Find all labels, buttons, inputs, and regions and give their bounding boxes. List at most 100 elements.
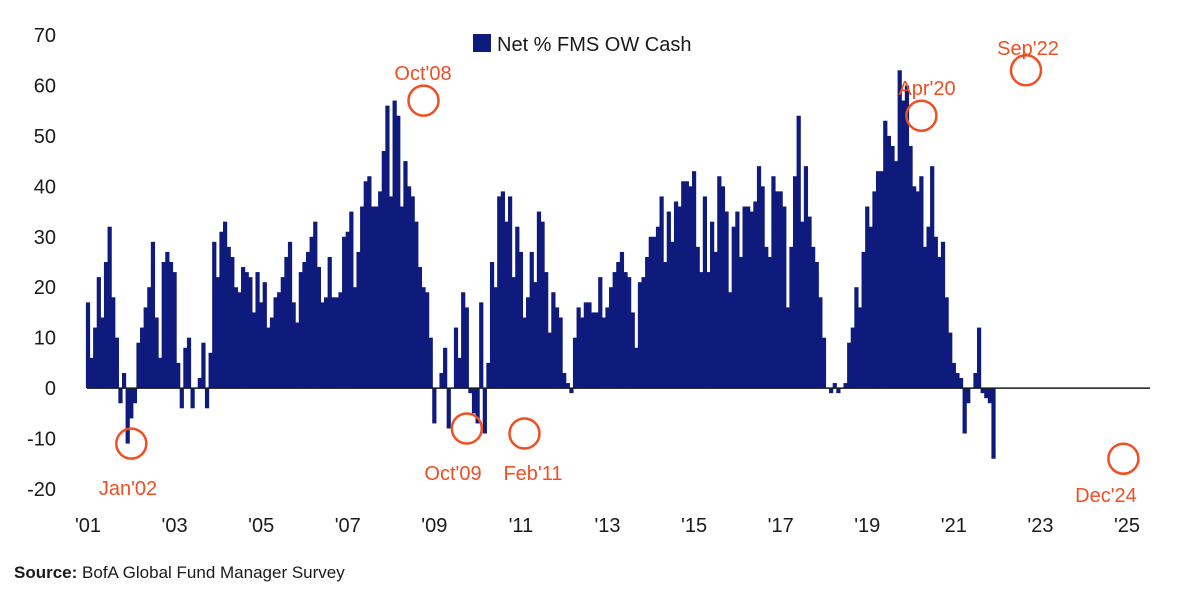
bar bbox=[987, 388, 993, 404]
bar bbox=[172, 272, 177, 389]
bar bbox=[489, 262, 495, 389]
bar bbox=[865, 206, 870, 389]
annotations: Jan'02 Oct'08 Oct'09 Feb'11 Apr'20 Sep'22 Dec'… bbox=[99, 38, 1140, 507]
bar bbox=[255, 272, 260, 389]
bar bbox=[868, 226, 873, 389]
bar bbox=[287, 241, 293, 389]
bar bbox=[764, 246, 769, 389]
annotation-label: Sep'22 bbox=[997, 38, 1059, 60]
bar bbox=[702, 196, 708, 389]
x-tick-label: '19 bbox=[854, 515, 880, 537]
bar bbox=[338, 292, 343, 389]
bar bbox=[352, 287, 358, 389]
annotation-label: Apr'20 bbox=[898, 78, 955, 100]
x-tick-label: '09 bbox=[421, 515, 447, 537]
bar bbox=[753, 201, 758, 389]
bar bbox=[204, 388, 210, 409]
bar bbox=[688, 186, 693, 389]
bar bbox=[504, 221, 509, 389]
bar bbox=[316, 267, 321, 389]
bar bbox=[486, 362, 491, 389]
bar bbox=[590, 312, 596, 389]
bar bbox=[800, 221, 805, 389]
bar bbox=[471, 388, 477, 414]
legend: Net % FMS OW Cash bbox=[473, 34, 691, 56]
bar bbox=[771, 176, 776, 389]
bar bbox=[706, 272, 711, 389]
bar bbox=[811, 246, 816, 389]
bar bbox=[565, 383, 570, 389]
bar bbox=[836, 388, 841, 394]
bar bbox=[803, 166, 809, 389]
bar bbox=[601, 317, 606, 389]
bar bbox=[385, 105, 390, 389]
bar bbox=[710, 221, 715, 389]
bar bbox=[515, 226, 520, 389]
bar bbox=[742, 206, 747, 389]
bar bbox=[832, 383, 837, 389]
bar bbox=[691, 171, 697, 389]
bar bbox=[684, 181, 689, 389]
bar bbox=[731, 226, 736, 389]
bar bbox=[421, 287, 426, 389]
bar bbox=[277, 292, 282, 389]
bar bbox=[136, 342, 141, 389]
bar bbox=[583, 302, 588, 389]
x-tick-label: '05 bbox=[248, 515, 274, 537]
bar bbox=[598, 277, 603, 389]
bar bbox=[475, 388, 480, 424]
x-tick-label: '15 bbox=[681, 515, 707, 537]
bar bbox=[648, 236, 653, 389]
bar bbox=[222, 221, 228, 389]
bar bbox=[695, 246, 700, 389]
bar bbox=[370, 206, 376, 389]
y-tick-label: 0 bbox=[45, 378, 56, 400]
bar bbox=[652, 236, 657, 389]
bar bbox=[320, 302, 325, 389]
bar bbox=[140, 327, 145, 389]
bar bbox=[158, 357, 163, 389]
bar bbox=[212, 241, 217, 389]
bar bbox=[507, 196, 513, 389]
x-tick-label: '17 bbox=[768, 515, 794, 537]
bar bbox=[699, 272, 704, 389]
bar bbox=[659, 196, 664, 389]
bar bbox=[186, 337, 192, 389]
bar bbox=[746, 206, 751, 389]
bar bbox=[309, 236, 314, 389]
bar bbox=[569, 388, 574, 394]
bar bbox=[230, 256, 235, 389]
bar bbox=[432, 388, 437, 424]
bar bbox=[897, 70, 902, 389]
bar bbox=[663, 262, 668, 389]
bar bbox=[594, 312, 599, 389]
bar bbox=[673, 201, 679, 389]
bar bbox=[511, 277, 516, 389]
bar bbox=[93, 327, 98, 389]
bar bbox=[406, 186, 412, 389]
bar bbox=[493, 287, 498, 389]
bar bbox=[482, 388, 487, 434]
bar bbox=[165, 251, 170, 389]
bar bbox=[854, 287, 859, 389]
bar bbox=[428, 337, 433, 389]
bar bbox=[248, 277, 253, 389]
bar bbox=[118, 388, 123, 404]
bar bbox=[955, 372, 960, 389]
y-tick-label: 10 bbox=[34, 328, 56, 350]
bar bbox=[360, 206, 365, 389]
bar bbox=[843, 383, 848, 389]
bar bbox=[132, 388, 138, 404]
bar bbox=[111, 297, 116, 389]
bar bbox=[962, 388, 967, 434]
bar bbox=[219, 231, 224, 389]
bar bbox=[129, 388, 134, 419]
bar bbox=[958, 378, 964, 389]
bar bbox=[399, 206, 404, 389]
annotation-label: Jan'02 bbox=[99, 478, 157, 500]
bar bbox=[226, 246, 231, 389]
bar bbox=[587, 302, 592, 389]
y-tick-label: 30 bbox=[34, 227, 56, 249]
y-tick-label: 40 bbox=[34, 176, 56, 198]
bar bbox=[96, 277, 101, 389]
